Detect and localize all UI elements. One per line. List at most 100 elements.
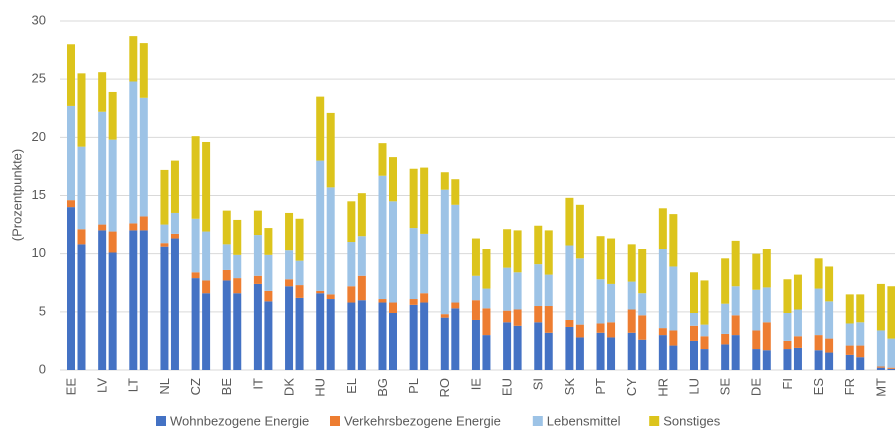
x-tick-label: LV [95,378,110,393]
bar-segment [607,322,616,338]
bar-segment [669,345,678,370]
bar-segment [876,367,885,370]
bar-segment [326,187,335,295]
x-tick-label: IT [250,378,265,390]
bar-segment [627,332,636,370]
bar-segment [658,208,667,250]
bar-segment [357,275,366,301]
bar-segment [783,349,792,370]
bar-segment [513,272,522,310]
bar-segment [233,293,242,370]
bar-segment [160,169,169,225]
bar-segment [233,278,242,294]
x-tick-label: HU [313,378,328,397]
x-tick-label: RO [437,378,452,398]
bar-segment [316,290,325,294]
legend-swatch [156,416,166,426]
bar-segment [191,272,200,279]
bar-segment [471,319,480,370]
bar-segment [139,43,148,98]
bar-segment [638,249,647,294]
bar-segment [887,367,895,369]
bar-segment [825,301,834,339]
bar-segment [762,249,771,288]
bar-segment [222,269,231,281]
bar-segment [222,280,231,370]
bar-segment [139,230,148,370]
legend-label: Wohnbezogene Energie [170,413,309,428]
bar-segment [316,96,325,161]
bar-segment [316,293,325,370]
bar-segment [160,246,169,370]
bar-segment [856,345,865,358]
bar-segment [575,324,584,338]
bar-segment [669,266,678,331]
bar-segment [607,238,616,284]
bar-segment [67,105,75,201]
x-tick-label: EL [344,378,359,394]
bar-segment [440,189,449,315]
bar-segment [139,97,148,217]
bar-segment [139,216,148,231]
x-tick-label: FI [780,378,795,390]
bar-segment [129,223,138,231]
bar-segment [295,260,304,286]
x-tick-label: CZ [188,378,203,395]
x-tick-label: DK [281,378,296,396]
bar-segment [814,258,823,289]
legend: Wohnbezogene Energie Verkehrsbezogene Ene… [156,413,721,428]
bar-segment [108,231,117,253]
bar-segment [326,112,335,188]
bar-segment [814,335,823,351]
bar-segment [845,323,854,346]
bar-segment [762,322,771,351]
bar-segment [731,335,740,370]
bar-segment [357,300,366,370]
x-tick-label: FR [842,378,857,395]
bar-segment [420,233,429,294]
bar-segment [700,280,709,325]
bar-segment [482,288,491,309]
x-tick-label: LU [686,378,701,395]
x-tick-label: LT [126,378,141,392]
bar-segment [700,349,709,370]
bar-segment [420,167,429,234]
bar-segment [793,309,802,337]
bar-segment [285,250,294,280]
bar-segment [700,324,709,337]
bar-segment [607,283,616,323]
bar-segment [202,293,211,370]
bar-segment [378,143,387,176]
bar-segment [845,294,854,324]
bar-segment [160,243,169,247]
bar-segment [347,286,356,303]
bar-segment [596,332,605,370]
bar-segment [762,350,771,370]
y-tick-label: 5 [39,303,46,318]
bar-segment [409,299,418,305]
bar-segment [191,218,200,273]
x-tick-label: CY [624,378,639,396]
bar-segment [253,275,262,284]
bar-segment [295,218,304,261]
bar-segment [409,304,418,370]
bar-segment [887,286,895,339]
y-tick-label: 0 [39,361,46,376]
bar-segment [129,81,138,224]
bar-segment [77,229,86,245]
bar-segment [378,302,387,370]
bar-segment [669,214,678,267]
y-tick-label: 10 [32,245,46,260]
bar-segment [752,330,761,350]
bar-segment [534,264,543,307]
bar-segment [451,302,460,309]
legend-label: Sonstiges [663,413,721,428]
bar-segment [731,240,740,287]
bar-segment [222,244,231,270]
bar-segment [160,224,169,244]
bar-segment [129,230,138,370]
bar-segment [503,267,512,311]
bar-segment [285,279,294,287]
bar-segment [575,258,584,325]
